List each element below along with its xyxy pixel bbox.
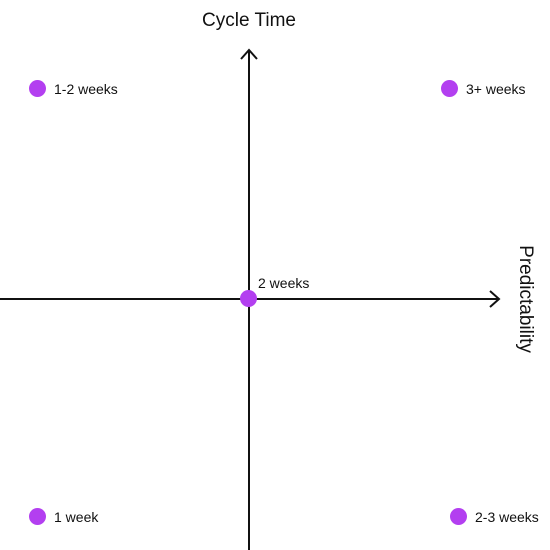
point-label: 2 weeks bbox=[258, 275, 310, 291]
point-label: 2-3 weeks bbox=[475, 508, 539, 525]
vertical-axis-arrowhead bbox=[240, 48, 258, 60]
point-label: 1-2 weeks bbox=[54, 80, 118, 97]
point-1-week: 1 week bbox=[29, 508, 98, 525]
point-label: 3+ weeks bbox=[466, 80, 526, 97]
horizontal-axis-arrowhead bbox=[489, 290, 501, 308]
point-dot bbox=[29, 508, 46, 525]
point-dot bbox=[450, 508, 467, 525]
point-1-2-weeks: 1-2 weeks bbox=[29, 80, 118, 97]
point-dot bbox=[240, 290, 257, 307]
x-axis-title: Predictability bbox=[515, 245, 536, 353]
point-2-weeks: 2 weeks bbox=[240, 275, 309, 307]
point-label: 1 week bbox=[54, 508, 99, 525]
point-dot bbox=[29, 80, 46, 97]
point-3-plus-weeks: 3+ weeks bbox=[441, 80, 526, 97]
point-dot bbox=[441, 80, 458, 97]
y-axis-title: Cycle Time bbox=[202, 10, 296, 31]
point-2-3-weeks: 2-3 weeks bbox=[450, 508, 539, 525]
